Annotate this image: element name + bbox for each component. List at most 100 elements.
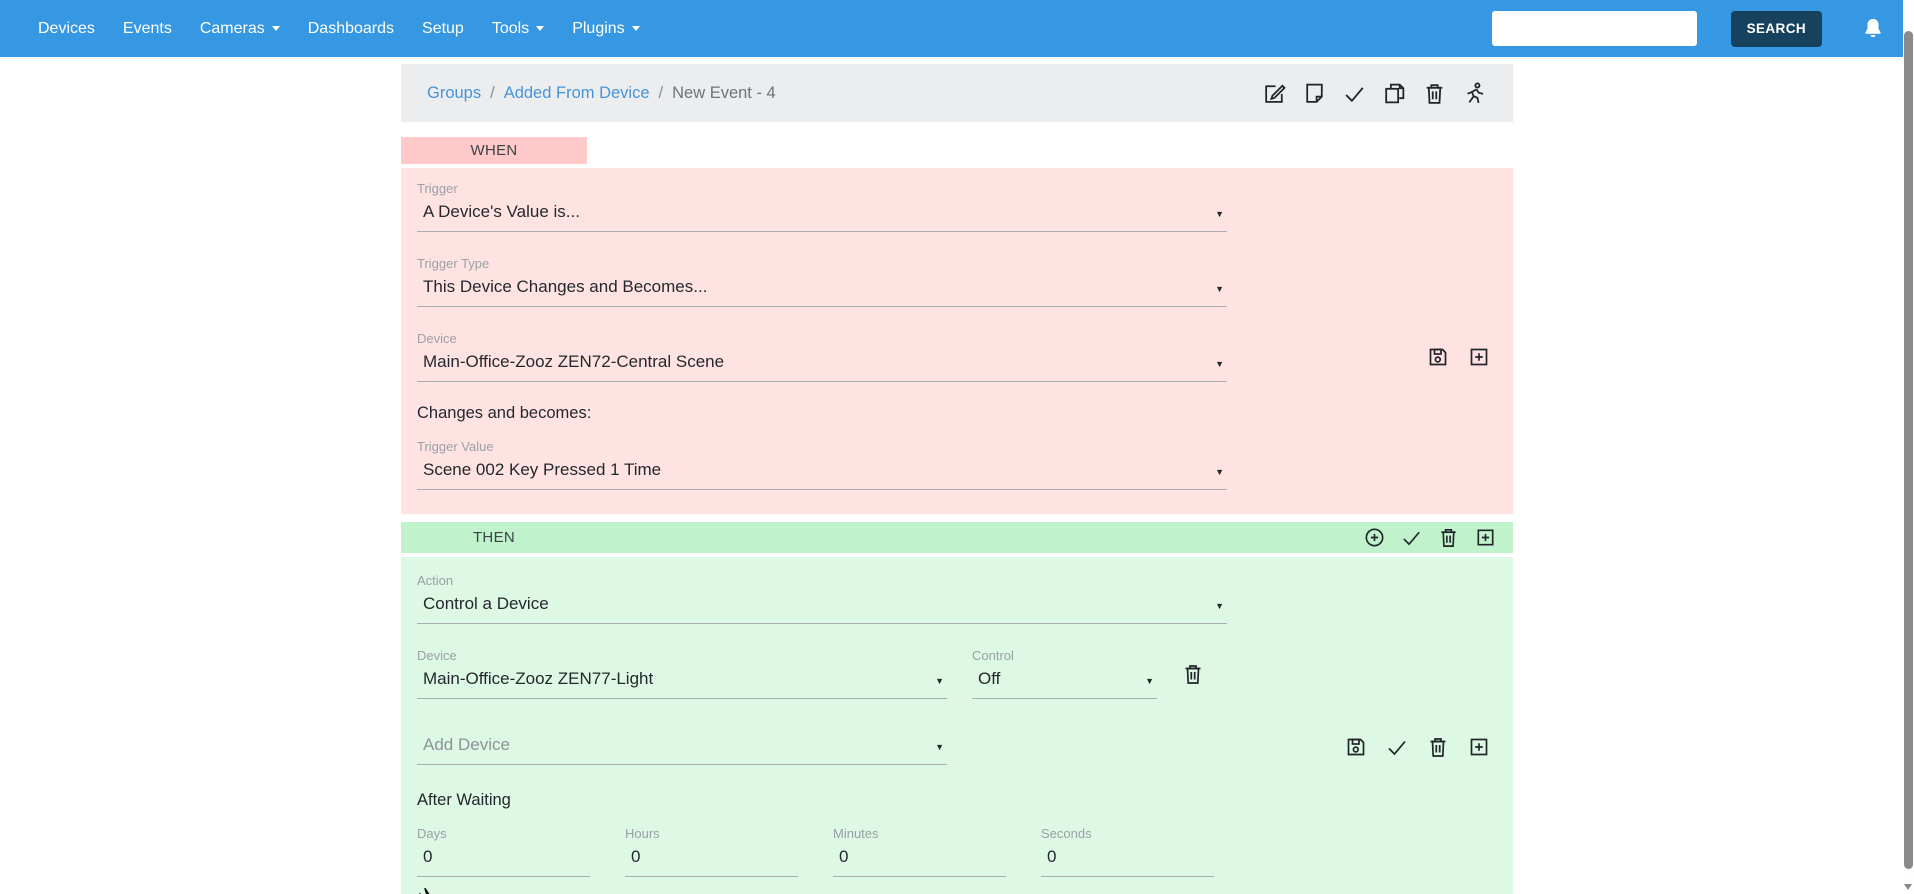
scrollbar-thumb[interactable] [1904, 31, 1913, 869]
then-device-value-text: Main-Office-Zooz ZEN77-Light [417, 663, 947, 699]
changes-and-becomes-label: Changes and becomes: [417, 404, 592, 422]
nav-item-events[interactable]: Events [122, 19, 172, 37]
search-input[interactable] [1491, 11, 1697, 46]
trash-icon[interactable] [1437, 526, 1460, 549]
days-value: 0 [417, 841, 590, 877]
trigger-value-label: Trigger Value [417, 439, 494, 454]
caret-down-icon: ▼ [935, 676, 944, 686]
trigger-value-value-text: Scene 002 Key Pressed 1 Time [417, 454, 1227, 490]
when-device-select[interactable]: Device Main-Office-Zooz ZEN72-Central Sc… [417, 331, 1227, 382]
then-device-label: Device [417, 648, 457, 663]
trigger-select[interactable]: Trigger A Device's Value is... ▼ [417, 181, 1227, 232]
action-select[interactable]: Action Control a Device ▼ [417, 573, 1227, 624]
edit-icon[interactable] [1262, 81, 1287, 106]
check-icon[interactable] [1342, 81, 1367, 106]
notifications-bell-icon[interactable] [1860, 16, 1886, 42]
plus-circle-icon[interactable] [1363, 526, 1386, 549]
trash-icon[interactable] [1422, 81, 1447, 106]
trigger-value-text: A Device's Value is... [417, 196, 1227, 232]
nav-item-cameras[interactable]: Cameras [186, 12, 294, 46]
days-input[interactable]: Days 0 [417, 826, 590, 877]
when-device-value-text: Main-Office-Zooz ZEN72-Central Scene [417, 346, 1227, 382]
top-navbar: Devices Events Cameras Dashboards Setup … [0, 0, 1914, 57]
breadcrumb-current: New Event - 4 [672, 83, 776, 102]
caret-down-icon: ▼ [1215, 359, 1224, 369]
trigger-value-select[interactable]: Trigger Value Scene 002 Key Pressed 1 Ti… [417, 439, 1227, 490]
minutes-value: 0 [833, 841, 1006, 877]
check-icon[interactable] [1400, 526, 1423, 549]
caret-down-icon: ▼ [1215, 601, 1224, 611]
breadcrumb-separator: / [490, 83, 495, 102]
chevron-down-icon [271, 25, 280, 31]
hours-value: 0 [625, 841, 798, 877]
control-select[interactable]: Control Off ▼ [972, 648, 1157, 699]
caret-down-icon: ▼ [935, 742, 944, 752]
navbar-right: SEARCH [1491, 10, 1886, 47]
airplane-icon [419, 888, 436, 894]
then-action-actions [1344, 735, 1491, 759]
add-device-row: Add Device ▼ [417, 729, 1513, 765]
trigger-type-value-text: This Device Changes and Becomes... [417, 271, 1227, 307]
then-device-row: Device Main-Office-Zooz ZEN77-Light ▼ Co… [417, 648, 1513, 699]
when-section: Trigger A Device's Value is... ▼ Trigger… [401, 168, 1513, 514]
then-section-bar: THEN [401, 522, 1513, 553]
minutes-label: Minutes [833, 826, 879, 841]
seconds-input[interactable]: Seconds 0 [1041, 826, 1214, 877]
caret-down-icon: ▼ [1215, 467, 1224, 477]
event-toolbar [1262, 81, 1487, 106]
main-menu: Devices Events Cameras Dashboards Setup … [24, 12, 654, 46]
plus-square-icon[interactable] [1467, 735, 1491, 759]
check-icon[interactable] [1385, 735, 1409, 759]
action-value-text: Control a Device [417, 588, 1227, 624]
add-device-select[interactable]: Add Device ▼ [417, 729, 947, 765]
then-section: Action Control a Device ▼ Device Main-Of… [401, 557, 1513, 894]
nav-item-setup[interactable]: Setup [422, 19, 464, 37]
when-device-label: Device [417, 331, 457, 346]
when-section-tag: WHEN [401, 137, 587, 164]
hours-label: Hours [625, 826, 660, 841]
breadcrumb: Groups / Added From Device / New Event -… [427, 84, 776, 103]
search-button[interactable]: SEARCH [1730, 10, 1822, 47]
when-trigger-actions [1426, 345, 1491, 369]
seconds-value: 0 [1041, 841, 1214, 877]
nav-item-plugins[interactable]: Plugins [558, 12, 653, 46]
event-editor-page: Groups / Added From Device / New Event -… [401, 64, 1513, 894]
trash-icon[interactable] [1181, 662, 1205, 686]
scrollbar[interactable] [1903, 0, 1914, 894]
nav-item-dashboards[interactable]: Dashboards [307, 19, 395, 37]
caret-down-icon: ▼ [1145, 676, 1154, 686]
caret-down-icon: ▼ [1215, 209, 1224, 219]
hours-input[interactable]: Hours 0 [625, 826, 798, 877]
chevron-down-icon [631, 25, 640, 31]
save-icon[interactable] [1426, 345, 1450, 369]
breadcrumb-link-added-from-device[interactable]: Added From Device [503, 83, 650, 102]
note-icon[interactable] [1302, 81, 1327, 106]
chevron-down-icon [536, 25, 545, 31]
breadcrumb-separator: / [658, 83, 664, 102]
after-waiting-label: After Waiting [417, 791, 511, 809]
add-device-placeholder-text: Add Device [417, 729, 947, 765]
trigger-label: Trigger [417, 181, 458, 196]
control-value-text: Off [972, 663, 1157, 699]
then-device-select[interactable]: Device Main-Office-Zooz ZEN77-Light ▼ [417, 648, 947, 699]
seconds-label: Seconds [1041, 826, 1092, 841]
plus-square-icon[interactable] [1467, 345, 1491, 369]
breadcrumb-link-groups[interactable]: Groups [427, 83, 482, 102]
scrollbar-down-arrow-icon[interactable] [1904, 884, 1912, 890]
action-label: Action [417, 573, 454, 588]
minutes-input[interactable]: Minutes 0 [833, 826, 1006, 877]
save-icon[interactable] [1344, 735, 1368, 759]
days-label: Days [417, 826, 447, 841]
plus-square-icon[interactable] [1474, 526, 1497, 549]
breadcrumb-bar: Groups / Added From Device / New Event -… [401, 64, 1513, 122]
run-icon[interactable] [1462, 81, 1487, 106]
wait-duration-row: Days 0 Hours 0 Minutes 0 Seconds 0 [417, 826, 1513, 877]
nav-item-devices[interactable]: Devices [38, 19, 95, 37]
then-section-tag: THEN [472, 529, 516, 546]
control-label: Control [972, 648, 1014, 663]
then-bar-actions [1363, 526, 1497, 549]
trigger-type-select[interactable]: Trigger Type This Device Changes and Bec… [417, 256, 1227, 307]
copy-icon[interactable] [1382, 81, 1407, 106]
nav-item-tools[interactable]: Tools [478, 12, 558, 46]
trash-icon[interactable] [1426, 735, 1450, 759]
